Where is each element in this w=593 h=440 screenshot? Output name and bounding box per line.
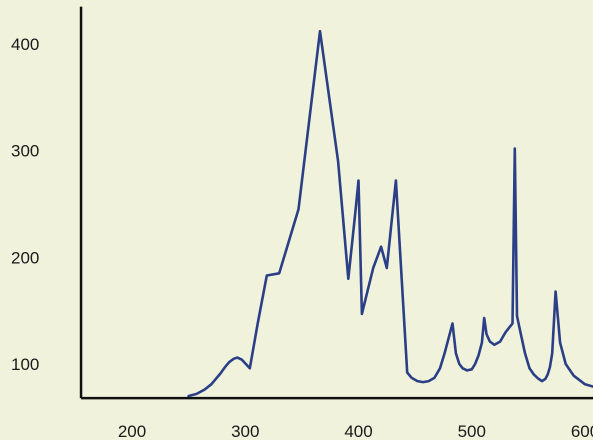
x-tick-label: 200 bbox=[118, 422, 146, 440]
y-tick-label: 100 bbox=[11, 355, 39, 374]
x-tick-label: 400 bbox=[344, 422, 372, 440]
y-tick-label: 200 bbox=[11, 248, 39, 267]
y-tick-label: 300 bbox=[11, 142, 39, 161]
spectrum-line bbox=[187, 29, 593, 398]
y-tick-label: 400 bbox=[11, 35, 39, 54]
x-tick-label: 300 bbox=[231, 422, 259, 440]
tick-labels: 200 300 400 500 600 100 200 300 400 bbox=[11, 35, 593, 440]
x-tick-label: 500 bbox=[458, 422, 486, 440]
x-tick-label: 600 bbox=[571, 422, 593, 440]
